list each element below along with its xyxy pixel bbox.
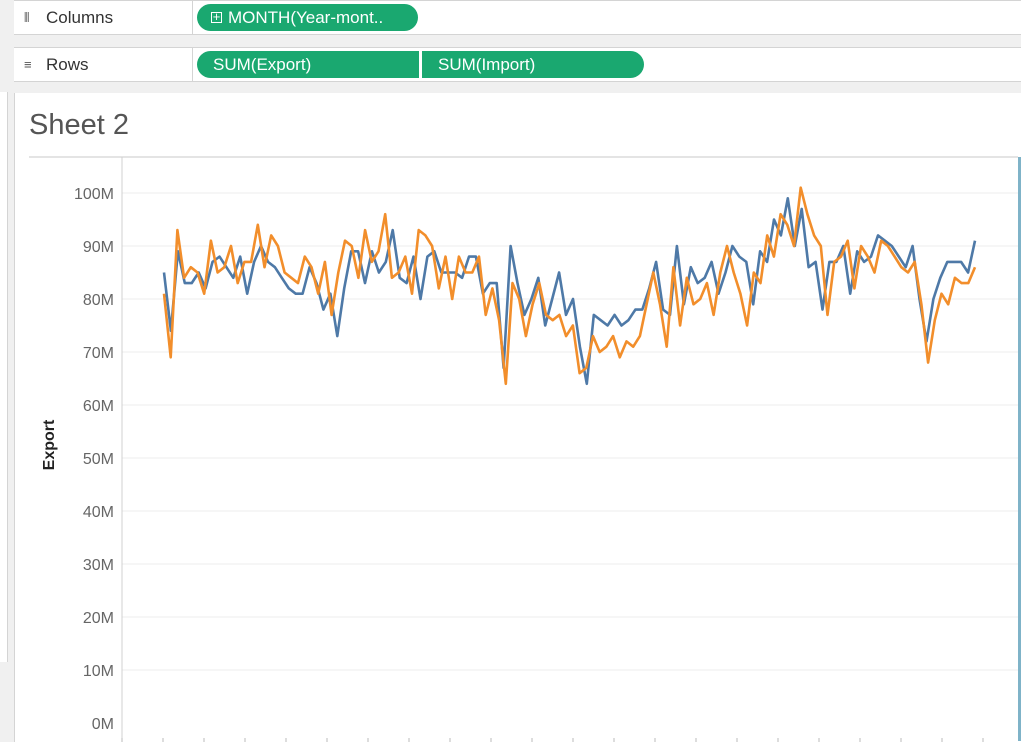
y-tick-label: 60M [83,398,114,415]
rows-shelf: ≡ Rows SUM(Export) SUM(Import) [14,47,1021,82]
columns-shelf: ⫴ Columns + MONTH(Year-mont.. [14,0,1021,35]
rows-label: Rows [46,54,89,74]
y-tick-label: 90M [83,239,114,256]
y-tick-label: 0M [92,716,114,733]
left-panel-edge [0,92,8,662]
export-pill-label: SUM(Export) [213,54,312,74]
y-tick-label: 70M [83,345,114,362]
y-tick-label: 50M [83,451,114,468]
export-pill[interactable]: SUM(Export) [197,51,419,78]
pane-edge-bar [1018,157,1021,741]
import-pill[interactable]: SUM(Import) [422,51,644,78]
month-pill-label: MONTH(Year-mont.. [228,7,384,27]
y-tick-label: 10M [83,663,114,680]
y-tick-label: 30M [83,557,114,574]
sheet-title: Sheet 2 [29,109,129,141]
y-tick-label: 20M [83,610,114,627]
rows-shelf-label: ≡ Rows [14,48,193,81]
series-line-export[interactable] [162,197,977,386]
y-tick-label: 80M [83,292,114,309]
y-axis-title: Export [41,419,58,470]
month-pill[interactable]: + MONTH(Year-mont.. [197,4,418,31]
y-tick-label: 100M [74,186,114,203]
rows-icon: ≡ [24,57,32,72]
columns-icon: ⫴ [24,9,30,25]
columns-label: Columns [46,7,114,27]
sheet-panel: Sheet 2 0M 10M 20M 30M 40M 50M 60M 70M 80M 90M 100… [14,93,1021,742]
y-tick-label: 40M [83,504,114,521]
columns-shelf-label: ⫴ Columns [14,1,193,34]
series-line-import[interactable] [162,186,977,386]
import-pill-label: SUM(Import) [438,54,536,74]
expand-icon[interactable]: + [211,9,222,24]
line-chart: 0M 10M 20M 30M 40M 50M 60M 70M 80M 90M 100M Export [29,156,1021,742]
